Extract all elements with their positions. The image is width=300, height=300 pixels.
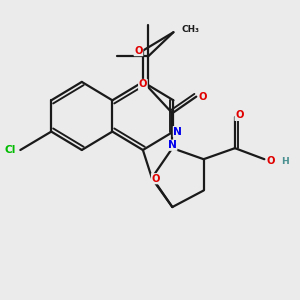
Text: N: N	[168, 140, 177, 150]
Text: O: O	[139, 80, 147, 89]
Text: O: O	[152, 174, 160, 184]
Text: O: O	[235, 110, 244, 120]
Text: O: O	[199, 92, 207, 102]
Text: O: O	[134, 46, 143, 56]
Text: Cl: Cl	[4, 145, 16, 155]
Text: O: O	[267, 156, 275, 166]
Text: N: N	[173, 127, 182, 136]
Text: H: H	[281, 157, 289, 166]
Text: CH₃: CH₃	[182, 25, 200, 34]
